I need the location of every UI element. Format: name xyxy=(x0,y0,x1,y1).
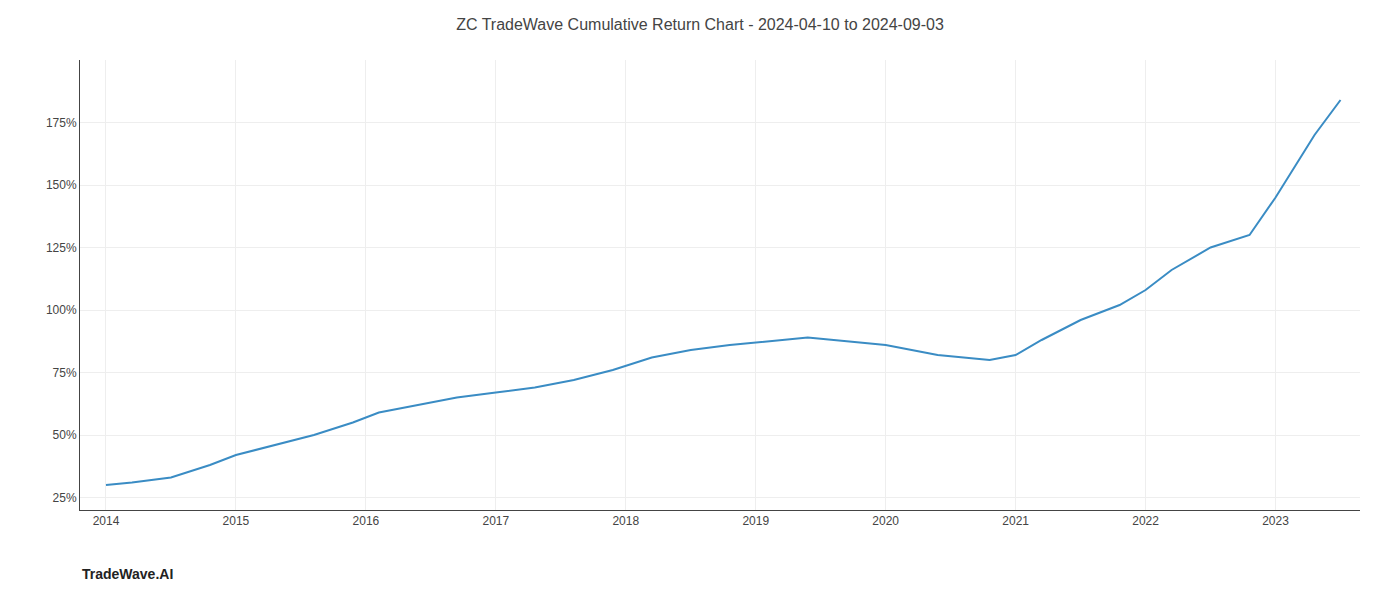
svg-text:TradeWave.AI: TradeWave.AI xyxy=(82,566,173,582)
svg-text:2022: 2022 xyxy=(1132,514,1159,528)
svg-text:2016: 2016 xyxy=(353,514,380,528)
svg-text:100%: 100% xyxy=(46,303,77,317)
svg-text:2014: 2014 xyxy=(93,514,120,528)
svg-text:125%: 125% xyxy=(46,241,77,255)
svg-text:25%: 25% xyxy=(53,491,77,505)
svg-text:50%: 50% xyxy=(53,428,77,442)
svg-text:2015: 2015 xyxy=(223,514,250,528)
svg-text:2023: 2023 xyxy=(1262,514,1289,528)
svg-text:2019: 2019 xyxy=(742,514,769,528)
svg-text:2020: 2020 xyxy=(872,514,899,528)
svg-text:150%: 150% xyxy=(46,178,77,192)
svg-text:175%: 175% xyxy=(46,116,77,130)
svg-text:2017: 2017 xyxy=(482,514,509,528)
svg-text:2018: 2018 xyxy=(612,514,639,528)
svg-text:2021: 2021 xyxy=(1002,514,1029,528)
svg-text:75%: 75% xyxy=(53,366,77,380)
svg-text:ZC TradeWave Cumulative Return: ZC TradeWave Cumulative Return Chart - 2… xyxy=(456,16,944,33)
